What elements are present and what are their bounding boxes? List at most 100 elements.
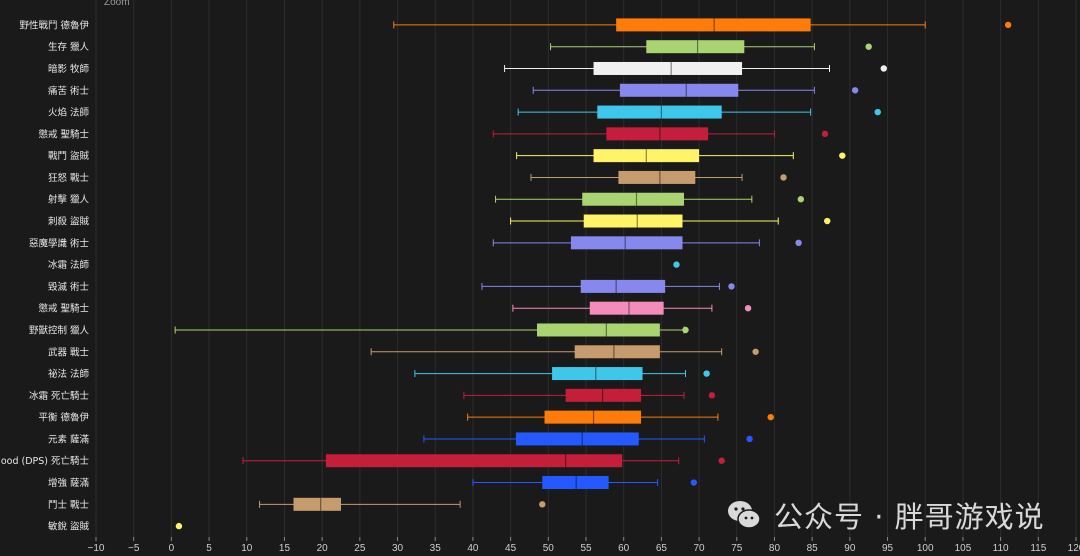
y-label: 增強 薩滿: [48, 477, 90, 489]
box-iqr: [545, 411, 641, 424]
outlier-point: [780, 174, 786, 180]
y-label: 火焰 法師: [48, 107, 90, 119]
outlier-point: [539, 501, 545, 507]
x-tick-label: 0: [169, 543, 175, 554]
watermark-text: 公众号 · 胖哥游戏说: [774, 494, 1045, 536]
y-label: 毀滅 術士: [48, 281, 90, 293]
outlier-point: [865, 43, 871, 49]
x-tick-label: 100: [917, 543, 934, 554]
watermark: 公众号 · 胖哥游戏说: [726, 494, 1045, 536]
box-group: [175, 323, 689, 336]
y-label: 痛苦 術士: [48, 85, 90, 97]
outlier-point: [798, 196, 804, 202]
x-tick-label: 115: [1030, 543, 1046, 554]
box-iqr: [594, 62, 743, 75]
x-tick-label: 60: [618, 543, 630, 554]
y-label: Blood (DPS) 死亡騎士: [0, 455, 89, 467]
outlier-point: [875, 109, 881, 115]
box-iqr: [581, 280, 665, 293]
box-group: [511, 215, 831, 228]
y-label: 懲戒 聖騎士: [38, 303, 89, 315]
y-label: 射擊 獵人: [48, 194, 90, 206]
x-tick-label: −10: [88, 543, 105, 554]
box-group: [260, 498, 546, 511]
outlier-point: [703, 370, 709, 376]
box-group: [482, 280, 735, 293]
box-iqr: [542, 476, 608, 489]
y-label: 暗影 牧師: [48, 63, 90, 75]
single-point: [673, 261, 679, 267]
box-iqr: [606, 127, 708, 140]
y-label: 冰霜 死亡騎士: [29, 390, 90, 402]
boxplot-chart: 野性戰鬥 德魯伊生存 獵人暗影 牧師痛苦 術士火焰 法師懲戒 聖騎士戰鬥 盜賊狂…: [0, 0, 1080, 556]
box-iqr: [552, 367, 642, 380]
x-tick-label: 50: [543, 543, 555, 554]
box-group: [531, 171, 787, 184]
y-label: 野獸控制 獵人: [29, 324, 90, 336]
y-label: 生存 獵人: [48, 41, 90, 53]
zoom-label[interactable]: Zoom: [104, 0, 130, 8]
box-group: [415, 367, 710, 380]
single-point: [176, 523, 182, 529]
box-iqr: [597, 106, 721, 119]
outlier-point: [881, 65, 887, 71]
outlier-point: [682, 327, 688, 333]
outlier-point: [1005, 22, 1011, 28]
outlier-point: [718, 458, 724, 464]
x-tick-label: 85: [807, 543, 819, 554]
y-label: 敏銳 盜賊: [48, 521, 90, 533]
box-iqr: [582, 193, 684, 206]
x-tick-label: 95: [882, 543, 894, 554]
y-label: 野性戰鬥 德魯伊: [19, 19, 89, 31]
x-axis-ticks: −10 −5 0 5 10 15 20 25 30 35 40 45 50 55 60 65 70 75 80 85 9…: [88, 537, 1080, 554]
x-tick-label: 55: [580, 543, 592, 554]
y-label: 鬥士 戰士: [48, 499, 90, 511]
x-tick-label: 70: [694, 543, 706, 554]
box-group: [551, 40, 872, 53]
outlier-point: [752, 349, 758, 355]
x-tick-label: 40: [467, 543, 479, 554]
x-tick-label: 90: [844, 543, 856, 554]
x-tick-label: 30: [392, 543, 404, 554]
box-iqr: [590, 302, 664, 315]
x-tick-label: 105: [955, 543, 972, 554]
x-tick-label: 80: [769, 543, 781, 554]
y-label: 元素 薩滿: [48, 433, 90, 445]
y-label: 惡魔學識 術士: [29, 237, 90, 249]
outlier-point: [795, 240, 801, 246]
outlier-point: [709, 392, 715, 398]
box-group: [473, 476, 697, 489]
outlier-point: [691, 479, 697, 485]
x-tick-label: 10: [241, 543, 253, 554]
x-tick-label: 45: [505, 543, 517, 554]
box-series: [175, 18, 1011, 529]
y-label: 戰鬥 盜賊: [48, 150, 90, 162]
outlier-point: [746, 436, 752, 442]
box-iqr: [571, 236, 683, 249]
x-tick-label: 5: [206, 543, 212, 554]
box-iqr: [537, 323, 660, 336]
box-group: [394, 18, 1012, 31]
y-label: 平衡 德魯伊: [38, 412, 89, 424]
outlier-point: [852, 87, 858, 93]
box-iqr: [516, 432, 639, 445]
outlier-point: [839, 152, 845, 158]
box-iqr: [566, 389, 641, 402]
outlier-point: [745, 305, 751, 311]
outlier-point: [728, 283, 734, 289]
x-tick-label: 20: [317, 543, 329, 554]
x-tick-label: 65: [656, 543, 668, 554]
box-group: [493, 236, 802, 249]
y-label: 懲戒 聖騎士: [38, 128, 89, 140]
box-iqr: [575, 345, 660, 358]
box-group: [518, 106, 881, 119]
box-group: [243, 454, 725, 467]
x-tick-label: 35: [430, 543, 442, 554]
y-label: 武器 戰士: [48, 346, 90, 358]
box-iqr: [646, 40, 744, 53]
x-tick-label: 25: [354, 543, 366, 554]
wechat-icon: [726, 497, 762, 533]
box-group: [176, 523, 182, 529]
x-tick-label: −5: [128, 543, 140, 554]
